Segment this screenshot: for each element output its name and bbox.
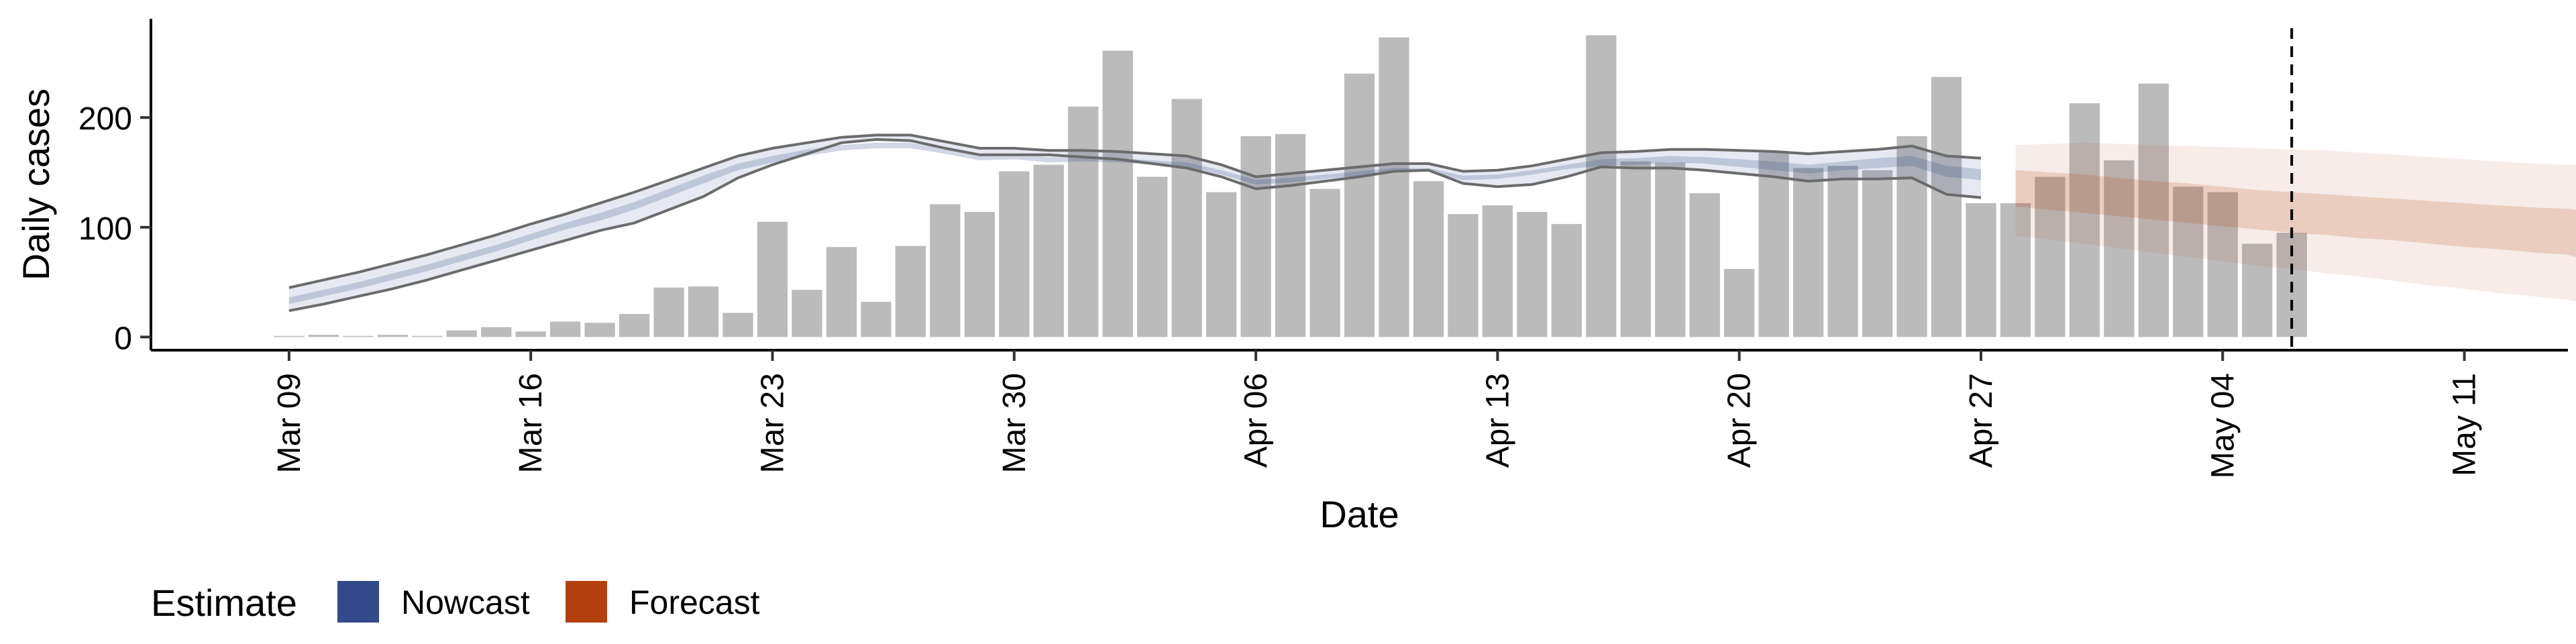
bar <box>2035 176 2065 337</box>
x-tick-label: May 11 <box>2447 373 2483 476</box>
bar <box>343 335 374 337</box>
forecast-outer-band <box>2015 142 2576 302</box>
bar <box>619 314 650 337</box>
bar <box>1655 162 1686 337</box>
bar <box>2207 192 2238 337</box>
bar <box>1896 136 1927 337</box>
axes: 0 100 200 Mar 09 Mar 16 Mar 23 Mar 30 Apr 06 Apr… <box>78 19 2568 478</box>
bar <box>1966 203 1996 337</box>
bar <box>964 211 995 337</box>
x-tick-label: Mar 16 <box>513 373 549 473</box>
x-tick-label: Mar 30 <box>997 373 1032 473</box>
bar <box>999 171 1030 337</box>
legend-key <box>337 581 379 623</box>
legend-title: Estimate <box>151 582 297 624</box>
y-tick-label: 200 <box>78 101 132 137</box>
bar <box>1275 133 1306 337</box>
bar <box>584 323 615 337</box>
bar <box>2242 244 2273 337</box>
bar <box>1448 214 1479 337</box>
bar <box>308 335 339 337</box>
bar <box>861 302 892 337</box>
bar <box>1344 73 1375 337</box>
bar <box>792 290 822 337</box>
bar <box>1413 181 1444 337</box>
x-tick-label: May 04 <box>2205 373 2241 478</box>
bar <box>1482 205 1513 337</box>
legend-label: Nowcast <box>401 584 530 621</box>
bar <box>757 221 788 337</box>
bar <box>2104 160 2135 337</box>
bar <box>1205 192 1237 337</box>
bar <box>1068 106 1099 337</box>
nowcast-upper-line <box>288 133 1982 289</box>
bar <box>377 335 408 337</box>
y-axis-label: Daily cases <box>15 89 57 280</box>
bar <box>412 335 443 337</box>
bar <box>1758 152 1789 337</box>
bar <box>550 321 581 337</box>
bar <box>1240 136 1271 337</box>
nowcast-outer-band <box>288 135 1982 311</box>
bar <box>1102 50 1133 337</box>
bar <box>826 247 857 337</box>
bar <box>1517 211 1548 337</box>
bar <box>446 330 477 337</box>
bar <box>1931 76 1962 337</box>
bar <box>1862 170 1893 337</box>
bar <box>895 246 926 337</box>
plot-area <box>274 28 2576 350</box>
bar <box>1792 168 1824 337</box>
bar <box>481 327 512 337</box>
x-tick-label: Apr 13 <box>1480 373 1515 468</box>
x-tick-label: Apr 27 <box>1964 373 1999 468</box>
bar <box>1379 37 1409 337</box>
bar <box>688 286 719 337</box>
bar <box>1724 268 1755 337</box>
bar <box>1033 164 1064 337</box>
x-tick-label: Mar 09 <box>272 373 307 473</box>
x-axis-label: Date <box>1320 493 1399 535</box>
bar <box>2138 83 2169 337</box>
legend: Estimate Nowcast Forecast <box>151 581 760 624</box>
bar <box>1827 166 1858 337</box>
legend-key <box>566 581 607 623</box>
bar <box>2069 103 2100 337</box>
bar <box>1137 176 1168 337</box>
x-tick-label: Apr 20 <box>1722 373 1758 468</box>
bar <box>274 335 305 337</box>
forecast-inner-band <box>2015 170 2576 258</box>
y-tick-label: 100 <box>78 211 132 247</box>
bar <box>2173 186 2204 337</box>
x-tick-label: Mar 23 <box>755 373 790 473</box>
bar <box>653 287 684 337</box>
bar <box>2000 203 2031 337</box>
bar <box>722 313 753 337</box>
nowcast-lower-line <box>288 138 1982 313</box>
bar <box>1309 189 1340 337</box>
bar <box>515 331 546 337</box>
x-tick-label: Apr 06 <box>1238 373 1274 468</box>
y-tick-label: 0 <box>114 321 132 356</box>
bar <box>1586 35 1617 337</box>
bar <box>1171 99 1202 337</box>
bar <box>930 204 961 337</box>
bar <box>1620 161 1651 337</box>
bar <box>1689 193 1720 337</box>
bar <box>1551 223 1582 337</box>
legend-label: Forecast <box>629 584 760 621</box>
